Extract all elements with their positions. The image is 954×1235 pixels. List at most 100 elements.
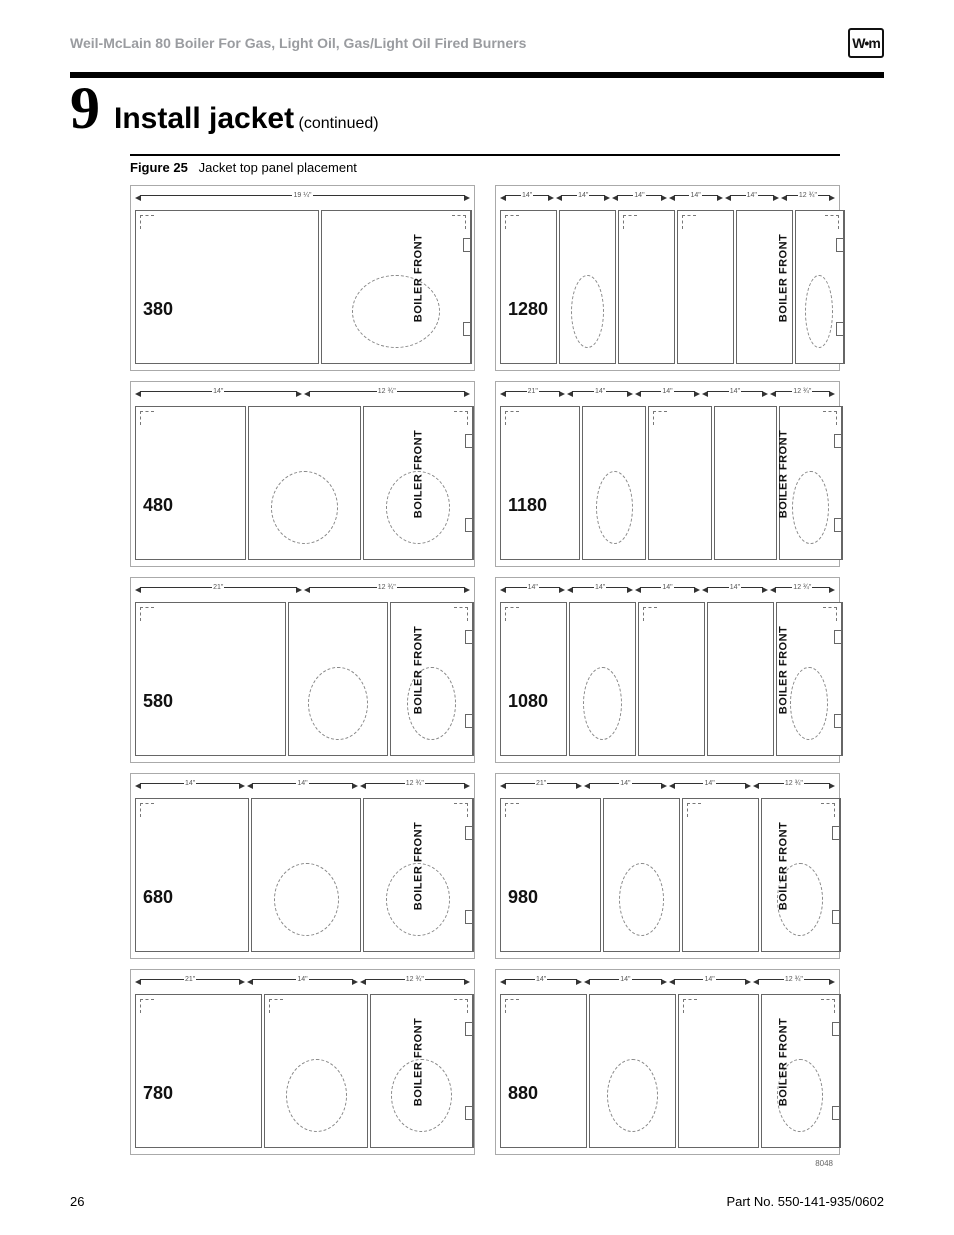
jacket-panel <box>135 994 262 1148</box>
model-number: 1180 <box>506 495 549 516</box>
corner-mark-icon <box>821 999 835 1013</box>
jacket-panel <box>559 210 616 364</box>
corner-mark-icon <box>682 215 696 229</box>
dimension-label: 21" <box>184 976 196 983</box>
dimension-row: 14"14"14"14"12 ¾" <box>500 580 835 598</box>
dimension-label: 14" <box>535 976 547 983</box>
dimension-arrow: 21" <box>500 384 565 398</box>
section-number: 9 <box>70 84 100 132</box>
model-number: 880 <box>506 1083 540 1104</box>
dimension-label: 14" <box>577 192 589 199</box>
notch-icon <box>834 630 842 644</box>
dimension-label: 14" <box>729 584 741 591</box>
jacket-panel <box>603 798 680 952</box>
corner-mark-icon <box>683 999 697 1013</box>
corner-mark-icon <box>825 215 839 229</box>
boiler-front-label: BOILER FRONT <box>412 822 424 911</box>
opening-outline-icon <box>308 667 367 740</box>
boiler-front-label: BOILER FRONT <box>777 234 789 323</box>
corner-mark-icon <box>643 607 657 621</box>
panel-set: 14"14"14"14"12 ¾"1080BOILER FRONT <box>495 577 840 763</box>
corner-mark-icon <box>505 411 519 425</box>
dimension-arrow: 14" <box>584 776 666 790</box>
dimension-row: 14"12 ¾" <box>135 384 470 402</box>
opening-outline-icon <box>607 1059 658 1132</box>
notch-icon <box>836 322 844 336</box>
dimension-arrow: 14" <box>247 972 357 986</box>
jacket-panel <box>248 406 362 560</box>
opening-outline-icon <box>596 471 633 544</box>
dimension-arrow: 14" <box>669 776 751 790</box>
dimension-label: 12 ¾" <box>792 388 812 395</box>
dimension-label: 12 ¾" <box>377 584 397 591</box>
boiler-front-label: BOILER FRONT <box>777 626 789 715</box>
jacket-panel <box>135 406 246 560</box>
model-number: 780 <box>141 1083 175 1104</box>
dimension-arrow: 12 ¾" <box>781 188 835 202</box>
dimension-row: 19 ¼" <box>135 188 470 206</box>
jacket-panel <box>500 406 580 560</box>
jacket-panel <box>618 210 675 364</box>
figure-caption: Figure 25 Jacket top panel placement <box>130 160 840 175</box>
opening-outline-icon <box>352 275 441 348</box>
panel-set: 14"14"14"12 ¾"880BOILER FRONT8048 <box>495 969 840 1155</box>
corner-mark-icon <box>505 999 519 1013</box>
dimension-row: 14"14"12 ¾" <box>135 776 470 794</box>
dimension-arrow: 14" <box>135 776 245 790</box>
notch-icon <box>832 826 840 840</box>
brand-logo-icon: W•m <box>848 28 884 58</box>
dimension-arrow: 14" <box>567 580 632 594</box>
dimension-label: 14" <box>703 780 715 787</box>
dimension-arrow: 12 ¾" <box>360 776 470 790</box>
jacket-panel <box>582 406 646 560</box>
opening-outline-icon <box>805 275 833 348</box>
model-number: 480 <box>141 495 175 516</box>
panel-set: 21"12 ¾"580BOILER FRONT <box>130 577 475 763</box>
jacket-panel <box>500 602 567 756</box>
panel-set: 21"14"14"14"12 ¾"1180BOILER FRONT <box>495 381 840 567</box>
dimension-arrow: 14" <box>612 188 666 202</box>
jacket-panel <box>264 994 368 1148</box>
figure-caption-text: Jacket top panel placement <box>199 160 357 175</box>
figure-ref-number: 8048 <box>815 1159 833 1168</box>
dimension-label: 14" <box>619 780 631 787</box>
dimension-arrow: 12 ¾" <box>360 972 470 986</box>
dimension-arrow: 14" <box>500 580 565 594</box>
doc-header: Weil-McLain 80 Boiler For Gas, Light Oil… <box>70 28 884 58</box>
panel-set: 14"14"14"14"14"12 ¾"1280BOILER FRONT <box>495 185 840 371</box>
corner-mark-icon <box>653 411 667 425</box>
jacket-panel <box>569 602 636 756</box>
dimension-label: 14" <box>184 780 196 787</box>
dimension-row: 21"14"14"14"12 ¾" <box>500 384 835 402</box>
dimension-arrow: 14" <box>669 972 751 986</box>
section-title: Install jacket <box>114 102 294 135</box>
jacket-panel <box>500 210 557 364</box>
opening-outline-icon <box>583 667 622 740</box>
corner-mark-icon <box>505 215 519 229</box>
model-number: 980 <box>506 887 540 908</box>
notch-icon <box>465 1106 473 1120</box>
dimension-label: 12 ¾" <box>784 976 804 983</box>
corner-mark-icon <box>623 215 637 229</box>
notch-icon <box>465 518 473 532</box>
dimension-label: 12 ¾" <box>792 584 812 591</box>
dimension-arrow: 12 ¾" <box>753 776 835 790</box>
figure-label: Figure 25 <box>130 160 188 175</box>
notch-icon <box>834 434 842 448</box>
jacket-panel <box>761 994 841 1148</box>
jacket-panel <box>390 602 474 756</box>
jacket-panel <box>500 994 587 1148</box>
jacket-panel <box>761 798 841 952</box>
dimension-row: 14"14"14"14"14"12 ¾" <box>500 188 835 206</box>
notch-icon <box>832 910 840 924</box>
dimension-label: 14" <box>729 388 741 395</box>
corner-mark-icon <box>454 999 468 1013</box>
panel-set: 19 ¼"380BOILER FRONT <box>130 185 475 371</box>
corner-mark-icon <box>269 999 283 1013</box>
dimension-arrow: 21" <box>135 972 245 986</box>
opening-outline-icon <box>286 1059 347 1132</box>
dimension-label: 14" <box>594 584 606 591</box>
boiler-front-label: BOILER FRONT <box>412 234 424 323</box>
dimension-row: 21" 14"12 ¾" <box>135 972 470 990</box>
jacket-panel <box>589 994 676 1148</box>
